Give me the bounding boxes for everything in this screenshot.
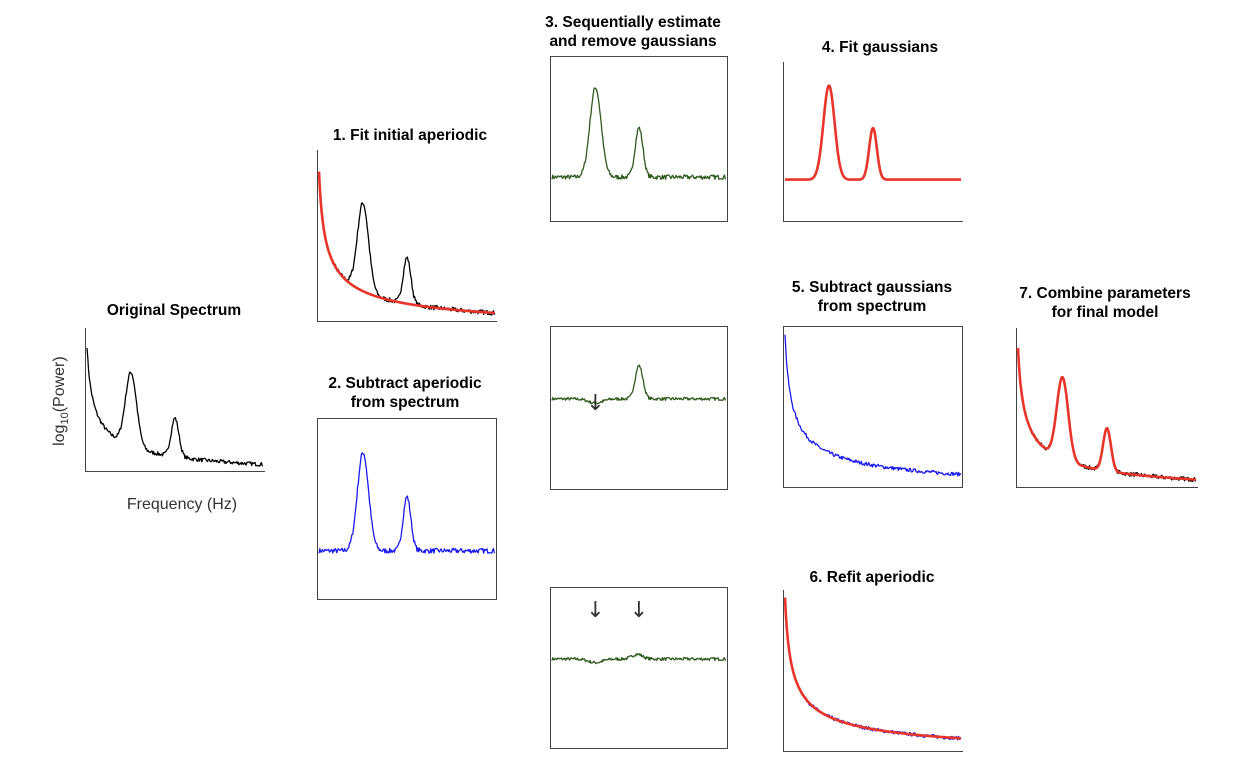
step6-title: 6. Refit aperiodic [809, 569, 935, 586]
panel-original [85, 328, 265, 472]
step2-title-line2: from spectrum [350, 394, 460, 411]
step3-title: 3. Sequentially estimate and remove gaus… [528, 13, 738, 51]
plot-frame [783, 326, 963, 488]
spectrum-line [318, 173, 496, 316]
step5-title: 5. Subtract gaussians from spectrum [762, 278, 982, 316]
plot-frame [317, 418, 497, 600]
one-peak-removed-line [551, 364, 727, 405]
step2-title-line1: 2. Subtract aperiodic [328, 375, 482, 392]
aperiodic-fit-line [317, 171, 496, 315]
flattened-line [551, 87, 727, 180]
flattened-line [318, 452, 496, 554]
y-axis-label-sub: 10 [59, 412, 72, 425]
aperiodic-only-line [784, 598, 962, 741]
y-axis-label-log: log [50, 424, 68, 446]
step5-title-line1: 5. Subtract gaussians [791, 279, 953, 296]
gaussian-fit-line [784, 84, 962, 181]
panel-step6 [783, 590, 963, 752]
step7-title: 7. Combine parameters for final model [1000, 284, 1210, 322]
plot-frame [550, 326, 728, 490]
aperiodic-fit-line [783, 597, 962, 740]
spectrum-line [1017, 350, 1197, 483]
step4-title: 4. Fit gaussians [821, 39, 939, 56]
step7-title-line1: 7. Combine parameters [1019, 285, 1191, 302]
down-arrow-icon: ↓ [586, 598, 604, 623]
y-axis-label-power: (Power) [50, 356, 68, 413]
full-model-line [1016, 348, 1197, 481]
both-peaks-removed-line [551, 652, 727, 665]
panel-step7 [1016, 328, 1198, 488]
step1-title: 1. Fit initial aperiodic [332, 127, 488, 144]
spectrum-line [86, 347, 264, 467]
step7-title-line2: for final model [1051, 304, 1159, 321]
original-title: Original Spectrum [106, 302, 242, 319]
panel-step3b: ↓ [550, 326, 728, 490]
panel-step5 [783, 326, 963, 488]
step3-title-line2: and remove gaussians [549, 33, 717, 50]
panel-step3a [550, 56, 728, 222]
x-axis-label: Frequency (Hz) [126, 496, 238, 513]
plot-frame [550, 56, 728, 222]
panel-step1 [317, 150, 497, 322]
aperiodic-only-line [784, 334, 962, 477]
panel-step2 [317, 418, 497, 600]
step5-title-line2: from spectrum [817, 298, 927, 315]
plot-frame [550, 587, 728, 749]
down-arrow-icon: ↓ [586, 391, 604, 416]
panel-step4 [783, 62, 963, 222]
step2-title: 2. Subtract aperiodic from spectrum [300, 374, 510, 412]
panel-step3c: ↓ ↓ [550, 587, 728, 749]
y-axis-label: log10(Power) [51, 341, 71, 461]
down-arrow-icon: ↓ [630, 598, 648, 623]
step3-title-line1: 3. Sequentially estimate [545, 14, 721, 31]
